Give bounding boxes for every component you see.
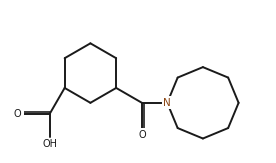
Text: OH: OH bbox=[42, 140, 57, 149]
Text: O: O bbox=[14, 109, 22, 119]
Text: N: N bbox=[163, 98, 171, 108]
Text: O: O bbox=[138, 130, 146, 140]
